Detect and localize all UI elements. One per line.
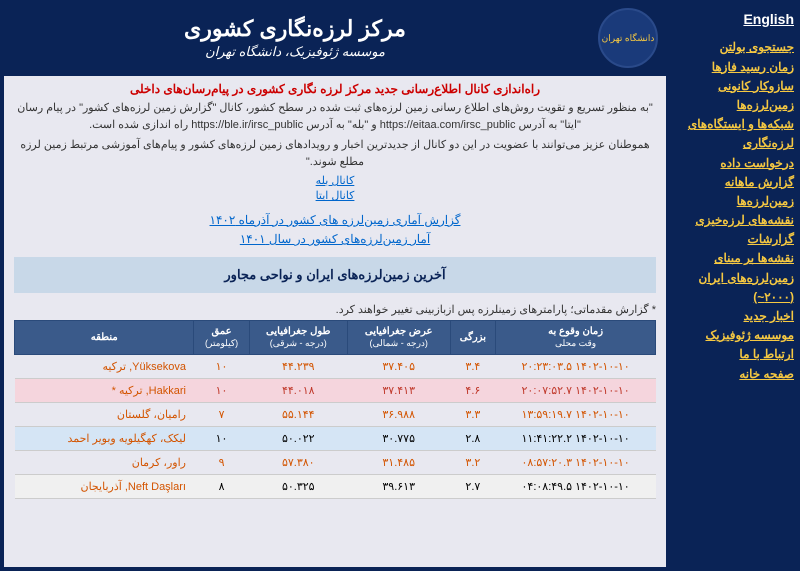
cell-lat: ۳۰.۷۷۵ xyxy=(347,426,450,450)
cell-lon: ۵۰.۳۲۵ xyxy=(249,474,347,498)
header: دانشگاه تهران مرکز لرزه‌نگاری کشوری موسس… xyxy=(0,0,670,76)
cell-lon: ۴۴.۲۳۹ xyxy=(249,354,347,378)
sidebar-link[interactable]: گزارشات xyxy=(676,230,794,249)
cell-region: Hakkari, ترکیه * xyxy=(15,378,194,402)
sidebar: English جستجوی بولتن زمان رسید فازها ساز… xyxy=(670,0,800,571)
col-depth: عمق(کیلومتر) xyxy=(194,321,249,355)
earthquakes-section-title: آخرین زمین‌لرزه‌های ایران و نواحی مجاور xyxy=(14,257,656,293)
page-subtitle: موسسه ژئوفیزیک، دانشگاه تهران xyxy=(12,44,578,60)
region-link[interactable]: راور، کرمان xyxy=(132,457,186,469)
preliminary-note: * گزارش مقدماتی؛ پارامترهای زمینلرزه پس … xyxy=(14,303,656,316)
sidebar-link[interactable]: اخبار جدید xyxy=(676,307,794,326)
col-lat: عرض جغرافیایی(درجه - شمالی) xyxy=(347,321,450,355)
announcement-title: راه‌اندازی کانال اطلاع‌رسانی جدید مرکز ل… xyxy=(14,82,656,96)
cell-depth: ۸ xyxy=(194,474,249,498)
report-link[interactable]: آمار زمین‌لرزه‌های کشور در سال ۱۴۰۱ xyxy=(14,230,656,249)
sidebar-link[interactable]: نقشه‌ها بر مبنای زمین‌لرزه‌های ایران (۲۰… xyxy=(676,249,794,307)
cell-lon: ۵۷.۳۸۰ xyxy=(249,450,347,474)
cell-mag: ۳.۴ xyxy=(450,354,496,378)
cell-depth: ۱۰ xyxy=(194,354,249,378)
announcement-text: "به منظور تسریع و تقویت روش‌های اطلاع رس… xyxy=(14,100,656,133)
cell-mag: ۳.۲ xyxy=(450,450,496,474)
cell-depth: ۱۰ xyxy=(194,378,249,402)
region-link[interactable]: رامیان، گلستان xyxy=(117,409,186,421)
sidebar-link[interactable]: جستجوی بولتن xyxy=(676,38,794,57)
cell-lat: ۳۱.۴۸۵ xyxy=(347,450,450,474)
content-area: راه‌اندازی کانال اطلاع‌رسانی جدید مرکز ل… xyxy=(4,76,666,567)
english-link[interactable]: English xyxy=(676,8,794,30)
sidebar-link[interactable]: شبکه‌ها و ایستگاه‌های لرزه‌نگاری xyxy=(676,115,794,153)
sidebar-link[interactable]: نقشه‌های لرزه‌خیزی xyxy=(676,211,794,230)
cell-lat: ۳۶.۹۸۸ xyxy=(347,402,450,426)
sidebar-link[interactable]: زمان رسید فازها xyxy=(676,58,794,77)
cell-region: Yüksekova, ترکیه xyxy=(15,354,194,378)
col-time: زمان وقوع بهوقت محلی xyxy=(496,321,656,355)
region-link[interactable]: Neft Daşları, آذربایجان xyxy=(81,481,186,493)
cell-depth: ۱۰ xyxy=(194,426,249,450)
channel-link-eitaa[interactable]: کانال ایتا xyxy=(14,189,656,204)
earthquakes-table: زمان وقوع بهوقت محلی بزرگی عرض جغرافیایی… xyxy=(14,320,656,499)
table-row[interactable]: ۱۴۰۲-۱۰-۱۰ ۱۱:۴۱:۲۲.۲۲.۸۳۰.۷۷۵۵۰.۰۲۲۱۰ لی… xyxy=(15,426,656,450)
table-row[interactable]: ۱۴۰۲-۱۰-۱۰ ۱۳:۵۹:۱۹.۷۳.۳۳۶.۹۸۸۵۵.۱۴۴۷ رام… xyxy=(15,402,656,426)
table-row[interactable]: ۱۴۰۲-۱۰-۱۰ ۲۰:۰۷:۵۲.۷۴.۶۳۷.۴۱۳۴۴.۰۱۸۱۰ Ha… xyxy=(15,378,656,402)
sidebar-link[interactable]: سازوکار کانونی زمین‌لرزه‌ها xyxy=(676,77,794,115)
page-title: مرکز لرزه‌نگاری کشوری xyxy=(12,16,578,42)
cell-mag: ۲.۷ xyxy=(450,474,496,498)
cell-lon: ۴۴.۰۱۸ xyxy=(249,378,347,402)
sidebar-link[interactable]: صفحه خانه xyxy=(676,365,794,384)
cell-time: ۱۴۰۲-۱۰-۱۰ ۱۱:۴۱:۲۲.۲ xyxy=(496,426,656,450)
cell-region: Neft Daşları, آذربایجان xyxy=(15,474,194,498)
region-link[interactable]: Hakkari, ترکیه * xyxy=(112,385,186,397)
announcement-text: هموطنان عزیز می‌توانند با عضویت در این د… xyxy=(14,137,656,170)
cell-lon: ۵۵.۱۴۴ xyxy=(249,402,347,426)
cell-mag: ۳.۳ xyxy=(450,402,496,426)
cell-time: ۱۴۰۲-۱۰-۱۰ ۲۰:۰۷:۵۲.۷ xyxy=(496,378,656,402)
cell-mag: ۴.۶ xyxy=(450,378,496,402)
sidebar-link[interactable]: درخواست داده xyxy=(676,154,794,173)
cell-lat: ۳۷.۴۱۳ xyxy=(347,378,450,402)
region-link[interactable]: لیکک، کهگیلویه وبویر احمد xyxy=(67,433,185,445)
table-row[interactable]: ۱۴۰۲-۱۰-۱۰ ۲۰:۲۳:۰۳.۵۳.۴۳۷.۴۰۵۴۴.۲۳۹۱۰ Yü… xyxy=(15,354,656,378)
cell-lat: ۳۷.۴۰۵ xyxy=(347,354,450,378)
cell-time: ۱۴۰۲-۱۰-۱۰ ۲۰:۲۳:۰۳.۵ xyxy=(496,354,656,378)
cell-time: ۱۴۰۲-۱۰-۱۰ ۰۸:۵۷:۲۰.۳ xyxy=(496,450,656,474)
table-row[interactable]: ۱۴۰۲-۱۰-۱۰ ۰۴:۰۸:۴۹.۵۲.۷۳۹.۶۱۳۵۰.۳۲۵۸ Nef… xyxy=(15,474,656,498)
cell-depth: ۷ xyxy=(194,402,249,426)
cell-region: راور، کرمان xyxy=(15,450,194,474)
table-row[interactable]: ۱۴۰۲-۱۰-۱۰ ۰۸:۵۷:۲۰.۳۳.۲۳۱.۴۸۵۵۷.۳۸۰۹ راو… xyxy=(15,450,656,474)
cell-depth: ۹ xyxy=(194,450,249,474)
sidebar-link[interactable]: موسسه ژئوفیزیک xyxy=(676,326,794,345)
cell-region: رامیان، گلستان xyxy=(15,402,194,426)
region-link[interactable]: Yüksekova, ترکیه xyxy=(102,361,186,373)
col-region: منطقه xyxy=(15,321,194,355)
cell-mag: ۲.۸ xyxy=(450,426,496,450)
channel-link-bale[interactable]: کانال بله xyxy=(14,174,656,189)
cell-time: ۱۴۰۲-۱۰-۱۰ ۰۴:۰۸:۴۹.۵ xyxy=(496,474,656,498)
cell-lon: ۵۰.۰۲۲ xyxy=(249,426,347,450)
cell-region: لیکک، کهگیلویه وبویر احمد xyxy=(15,426,194,450)
col-lon: طول جغرافیایی(درجه - شرقی) xyxy=(249,321,347,355)
report-link[interactable]: گزارش آماری زمین‌لرزه های کشور در آذرماه… xyxy=(14,211,656,230)
sidebar-link[interactable]: ارتباط با ما xyxy=(676,345,794,364)
sidebar-link[interactable]: گزارش ماهانه زمین‌لرزه‌ها xyxy=(676,173,794,211)
cell-time: ۱۴۰۲-۱۰-۱۰ ۱۳:۵۹:۱۹.۷ xyxy=(496,402,656,426)
cell-lat: ۳۹.۶۱۳ xyxy=(347,474,450,498)
col-mag: بزرگی xyxy=(450,321,496,355)
university-logo: دانشگاه تهران xyxy=(598,8,658,68)
